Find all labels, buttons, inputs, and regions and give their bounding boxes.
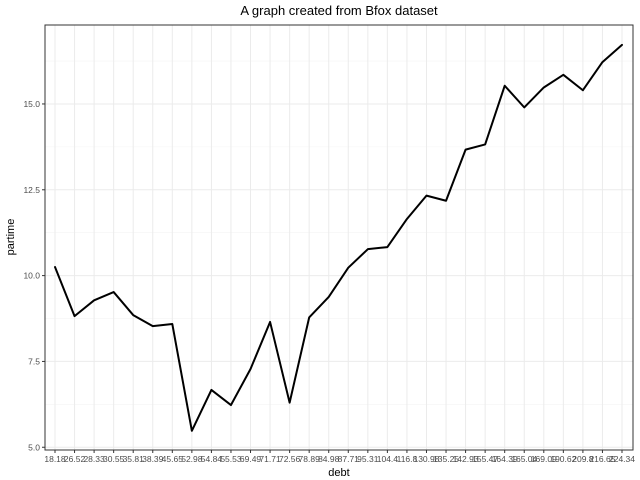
x-tick-label: 209.8	[572, 454, 594, 464]
x-tick-label: 95.31	[357, 454, 379, 464]
x-tick-label: 224.34	[609, 454, 635, 464]
x-tick-label: 155.47	[472, 454, 498, 464]
chart-title: A graph created from Bfox dataset	[240, 3, 438, 18]
x-tick-label: 169.09	[531, 454, 557, 464]
y-tick-label: 5.0	[28, 442, 40, 452]
y-tick-label: 15.0	[23, 99, 40, 109]
y-tick-label: 10.0	[23, 271, 40, 281]
x-tick-label: 26.52	[64, 454, 86, 464]
x-tick-label: 116.8	[397, 454, 418, 464]
y-axis-title: partime	[5, 219, 17, 256]
x-axis-title: debt	[328, 467, 349, 479]
x-tick-label: 190.62	[550, 454, 576, 464]
x-axis: 18.1826.5228.3330.5535.8138.3945.6552.98…	[44, 450, 635, 464]
chart-series	[54, 43, 623, 432]
y-tick-label: 7.5	[28, 356, 40, 366]
x-tick-label: 35.81	[123, 454, 145, 464]
x-tick-label: 69.49	[240, 454, 262, 464]
y-axis: 5.0 7.5 10.0 12.5 15.0	[23, 99, 45, 452]
x-tick-label: 55.53	[220, 454, 242, 464]
series-line	[54, 43, 623, 432]
x-tick-label: 54.84	[201, 454, 223, 464]
x-tick-label: 45.65	[162, 454, 184, 464]
x-tick-label: 130.98	[413, 454, 439, 464]
x-tick-label: 87.71	[338, 454, 360, 464]
x-tick-label: 84.98	[318, 454, 340, 464]
x-tick-label: 165.04	[511, 454, 537, 464]
x-tick-label: 78.89	[299, 454, 321, 464]
x-tick-label: 38.39	[142, 454, 164, 464]
chart-grid	[45, 25, 633, 450]
x-tick-label: 104.4	[377, 454, 399, 464]
x-tick-label: 142.93	[453, 454, 479, 464]
x-tick-label: 52.98	[181, 454, 203, 464]
x-tick-label: 71.71	[259, 454, 281, 464]
x-tick-label: 164.39	[492, 454, 518, 464]
y-tick-label: 12.5	[23, 185, 40, 195]
x-tick-label: 30.55	[103, 454, 125, 464]
plot-panel	[44, 24, 634, 451]
x-tick-label: 216.65	[589, 454, 615, 464]
x-tick-label: 18.18	[44, 454, 66, 464]
x-tick-label: 72.56	[279, 454, 301, 464]
x-tick-label: 135.25	[433, 454, 459, 464]
x-tick-label: 28.33	[83, 454, 105, 464]
